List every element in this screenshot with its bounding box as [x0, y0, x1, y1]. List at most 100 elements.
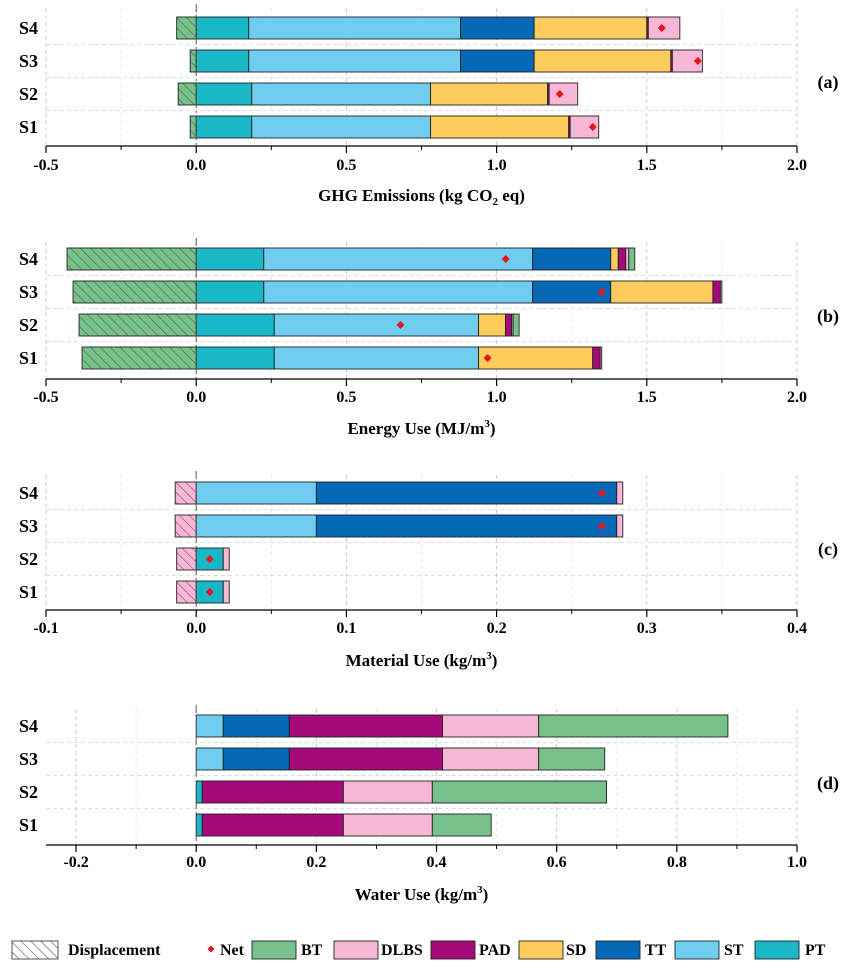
bar-row-s1 [195, 813, 492, 837]
bar-segment-st [195, 514, 317, 538]
x-tick-label: 1.0 [487, 389, 507, 406]
legend-swatch-displacement [11, 940, 59, 960]
x-tick-label: -0.5 [33, 157, 58, 174]
legend-item-net: Net [207, 942, 245, 959]
x-tick-label: 2.0 [787, 157, 807, 174]
x-tick-label: 0.2 [487, 620, 507, 637]
bar-segment-sd [533, 49, 672, 73]
bar-segment-dlbs [442, 714, 540, 738]
bar-row-s2 [78, 313, 520, 337]
x-tick-label: 1.0 [487, 157, 507, 174]
category-label: S3 [19, 516, 38, 536]
bar-row-s1 [176, 580, 230, 604]
bar-segment-pt [195, 346, 275, 370]
x-axis-title: GHG Emissions (kg CO2 eq) [318, 186, 525, 208]
displacement-bar [177, 82, 197, 106]
legend-swatch-tt [595, 940, 641, 960]
net-marker [588, 123, 597, 131]
bar-segment-bt [628, 247, 636, 271]
bar-row-s4 [176, 16, 681, 40]
displacement-bar [189, 49, 197, 73]
x-tick-label: 0.4 [427, 854, 447, 871]
bar-segment-sd [478, 313, 507, 337]
bar-segment-sd [478, 346, 594, 370]
bar-segment-dlbs [442, 747, 540, 771]
legend-item-tt: TT [595, 940, 667, 960]
bar-segment-dlbs [625, 247, 630, 271]
panel-label: (c) [818, 539, 838, 560]
x-tick-label: 0.5 [336, 389, 356, 406]
net-marker [205, 555, 214, 563]
x-tick-label: 0.0 [186, 620, 206, 637]
displacement-bar [66, 247, 197, 271]
category-label: S2 [19, 84, 38, 104]
legend: Displacement Net BT DLBS PAD SD TT ST PT [11, 940, 826, 960]
bar-segment-bt [538, 747, 606, 771]
panel-c: S4 S3 S2 S1 -0.1 0.0 0.1 0.2 0.3 0.4 Material Use … [19, 471, 838, 670]
bar-segment-pt [195, 49, 250, 73]
bar-segment-pt [195, 313, 275, 337]
legend-item-st: ST [674, 940, 744, 960]
bar-segment-st [273, 346, 480, 370]
displacement-bar [176, 16, 197, 40]
x-tick-label: 0.3 [637, 620, 657, 637]
bar-segment-bt [431, 813, 492, 837]
bar-segment-pad [288, 747, 443, 771]
bar-segment-tt [222, 714, 290, 738]
category-label: S2 [19, 782, 38, 802]
net-marker [693, 57, 702, 65]
x-axis-title: Material Use (kg/m3) [346, 650, 498, 670]
bar-row-s3 [195, 747, 606, 771]
x-axis-title: Water Use (kg/m3) [355, 884, 489, 904]
bar-segment-dlbs [569, 115, 600, 139]
x-tick-label: 0.6 [547, 854, 567, 871]
bar-segment-bt [538, 714, 729, 738]
panel-d: S4 S3 S2 S1 -0.2 0.0 0.2 0.4 0.6 0.8 1.0 Water Use … [19, 705, 839, 904]
bar-row-s2 [176, 547, 230, 571]
bar-segment-bt [512, 313, 520, 337]
panel-label: (a) [818, 72, 839, 93]
bar-segment-st [263, 247, 534, 271]
bar-segment-sd [430, 115, 570, 139]
x-tick-label: 2.0 [787, 389, 807, 406]
bar-segment-st [195, 481, 317, 505]
net-marker [597, 489, 606, 497]
bar-segment-pt [195, 780, 203, 804]
bar-segment-dlbs [671, 49, 703, 73]
category-label: S3 [19, 282, 38, 302]
bar-segment-dlbs [599, 346, 603, 370]
x-tick-label: 0.2 [306, 854, 326, 871]
displacement-bar [81, 346, 197, 370]
bar-segment-pad [505, 313, 513, 337]
x-tick-label: 0.0 [186, 854, 206, 871]
bar-segment-pad [617, 247, 627, 271]
bar-row-s4 [66, 247, 636, 271]
bar-segment-st [263, 280, 534, 304]
bar-segment-st [248, 16, 462, 40]
bar-segment-st [248, 49, 462, 73]
bar-segment-st [195, 714, 224, 738]
bar-segment-pad [288, 714, 443, 738]
displacement-bar [176, 547, 197, 571]
bar-segment-pad [201, 780, 344, 804]
bar-row-s1 [189, 115, 600, 139]
bar-row-s4 [174, 481, 624, 505]
net-marker [501, 255, 510, 263]
legend-label: SD [566, 942, 586, 959]
bar-segment-pt [195, 115, 253, 139]
legend-marker-net [207, 945, 215, 953]
legend-swatch-dlbs [333, 940, 379, 960]
displacement-bar [174, 481, 197, 505]
bar-row-s3 [72, 280, 723, 304]
legend-label: BT [301, 942, 323, 959]
bar-segment-st [195, 747, 224, 771]
bar-segment-sd [430, 82, 549, 106]
bar-segment-pt [195, 16, 250, 40]
bar-segment-dlbs [719, 280, 723, 304]
displacement-bar [72, 280, 197, 304]
category-label: S3 [19, 749, 38, 769]
bar-segment-sd [610, 280, 714, 304]
category-label: S4 [19, 483, 38, 503]
